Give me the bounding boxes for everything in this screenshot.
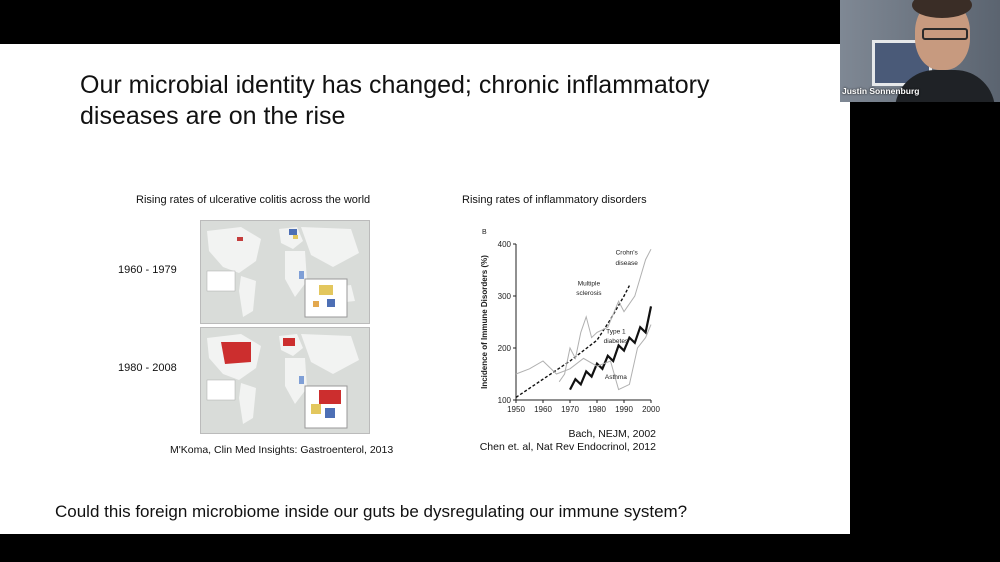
chart-annotation: Asthma xyxy=(605,374,627,381)
y-tick-label: 200 xyxy=(498,344,512,353)
world-map-1960-1979 xyxy=(200,220,370,324)
x-tick-label: 1970 xyxy=(561,405,579,414)
x-tick-label: 2000 xyxy=(642,405,660,414)
right-citation: Bach, NEJM, 2002 Chen et. al, Nat Rev En… xyxy=(476,428,656,454)
y-tick-label: 400 xyxy=(498,240,512,249)
world-map-1980-2008 xyxy=(200,327,370,434)
series-line xyxy=(558,248,652,383)
chart-annotation: Multiple xyxy=(578,281,601,288)
period-label-1: 1960 - 1979 xyxy=(118,264,177,276)
citation-chen: Chen et. al, Nat Rev Endocrinol, 2012 xyxy=(479,441,656,453)
x-tick-label: 1950 xyxy=(507,405,525,414)
speaker-hair xyxy=(912,0,972,18)
y-tick-label: 100 xyxy=(498,396,512,405)
y-axis-label: Incidence of Immune Disorders (%) xyxy=(480,255,489,389)
bottom-letterbox xyxy=(0,534,1000,562)
chart-annotation: disease xyxy=(615,260,638,267)
left-figure-caption: Rising rates of ulcerative colitis acros… xyxy=(136,194,371,206)
left-citation: M'Koma, Clin Med Insights: Gastroenterol… xyxy=(170,444,394,456)
participant-name: Justin Sonnenburg xyxy=(842,86,920,96)
period-label-2: 1980 - 2008 xyxy=(118,362,177,374)
chart-annotation: Crohn's xyxy=(616,249,639,256)
webcam-tile[interactable]: Justin Sonnenburg xyxy=(840,0,1000,102)
citation-bach: Bach, NEJM, 2002 xyxy=(568,428,656,440)
series-line xyxy=(515,285,631,398)
slide-title: Our microbial identity has changed; chro… xyxy=(80,71,710,130)
slide-question: Could this foreign microbiome inside our… xyxy=(55,502,688,521)
chart-annotation: Type 1 xyxy=(606,328,626,335)
y-tick-label: 300 xyxy=(498,292,512,301)
panel-label: B xyxy=(482,229,487,236)
series-line xyxy=(569,306,653,391)
right-figure-caption: Rising rates of inflammatory disorders xyxy=(462,194,647,206)
chart-annotation: sclerosis xyxy=(576,290,602,297)
x-tick-label: 1960 xyxy=(534,405,552,414)
chart-annotation: diabetes xyxy=(604,338,629,345)
speaker-glasses xyxy=(922,28,968,40)
x-tick-label: 1990 xyxy=(615,405,633,414)
inflammatory-disorders-chart: B 100 200 300 400 1950 1960 1970 1980 1990 2000 Inc… xyxy=(480,229,660,414)
series-line xyxy=(515,324,652,391)
right-letterbox xyxy=(850,102,1000,562)
slide: Our microbial identity has changed; chro… xyxy=(0,44,850,534)
x-tick-label: 1980 xyxy=(588,405,606,414)
